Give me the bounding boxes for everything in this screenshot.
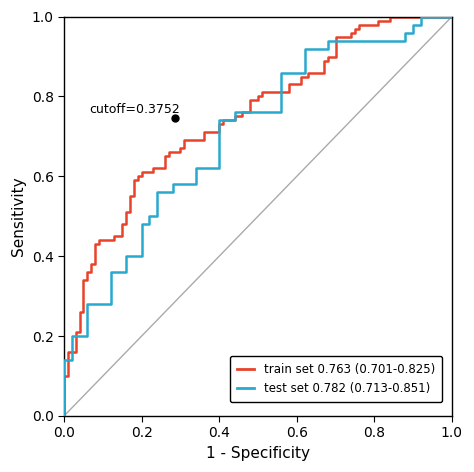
Legend: train set 0.763 (0.701-0.825), test set 0.782 (0.713-0.851): train set 0.763 (0.701-0.825), test set … [229,356,442,402]
test set 0.782 (0.713-0.851) [418,14,424,19]
Line: test set 0.782 (0.713-0.851): test set 0.782 (0.713-0.851) [64,17,452,416]
Text: cutoff=0.3752: cutoff=0.3752 [89,103,180,117]
train set 0.763 (0.701-0.825) [387,14,392,19]
test set 0.782 (0.713-0.851) [61,413,67,419]
train set 0.763 (0.701-0.825) [387,18,392,24]
test set 0.782 (0.713-0.851) [61,357,67,363]
test set 0.782 (0.713-0.851) [449,14,455,19]
Line: train set 0.763 (0.701-0.825): train set 0.763 (0.701-0.825) [64,17,452,416]
train set 0.763 (0.701-0.825) [150,169,156,175]
train set 0.763 (0.701-0.825) [131,194,137,199]
train set 0.763 (0.701-0.825) [61,409,67,415]
X-axis label: 1 - Specificity: 1 - Specificity [206,446,310,461]
test set 0.782 (0.713-0.851) [193,182,199,187]
test set 0.782 (0.713-0.851) [301,62,307,67]
test set 0.782 (0.713-0.851) [278,78,284,84]
Y-axis label: Sensitivity: Sensitivity [11,177,26,256]
train set 0.763 (0.701-0.825) [449,14,455,19]
test set 0.782 (0.713-0.851) [232,110,237,115]
train set 0.763 (0.701-0.825) [205,130,210,135]
train set 0.763 (0.701-0.825) [69,349,75,355]
test set 0.782 (0.713-0.851) [116,270,121,275]
train set 0.763 (0.701-0.825) [61,413,67,419]
